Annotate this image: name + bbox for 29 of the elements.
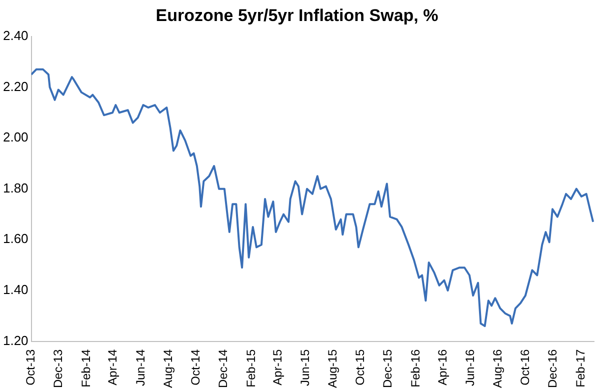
y-tick-label: 1.80 [2, 180, 28, 196]
y-tick-label: 2.00 [2, 130, 28, 145]
y-tick-label: 1.60 [2, 231, 28, 246]
x-tick-label: Oct-16 [518, 348, 532, 386]
x-tick-label: Dec-16 [546, 348, 560, 388]
x-tick-label: Aug-14 [160, 348, 175, 388]
x-tick-label: Dec-14 [216, 348, 230, 388]
y-tick-label: 2.20 [2, 78, 28, 94]
x-tick-label: Feb-15 [244, 348, 258, 388]
x-tick-label: Apr-16 [436, 348, 450, 386]
x-tick-label: Dec-15 [380, 348, 395, 388]
x-tick-label: Dec-13 [51, 348, 66, 388]
x-tick-label: Apr-15 [270, 348, 284, 386]
y-tick-label: 1.20 [2, 332, 28, 348]
x-tick-label: Feb-16 [408, 348, 423, 388]
x-tick-label: Feb-14 [79, 348, 94, 388]
x-tick-label: Jun-15 [298, 348, 312, 386]
x-tick-label: Jun-14 [133, 348, 148, 386]
x-tick-label: Aug-15 [325, 348, 340, 388]
x-tick-label: Oct-14 [188, 348, 202, 386]
x-tick-label: Apr-14 [106, 348, 120, 386]
x-tick-label: Aug-16 [490, 348, 505, 388]
x-tick-label: Oct-15 [353, 348, 368, 386]
y-tick-label: 1.40 [2, 282, 28, 298]
chart-title: Eurozone 5yr/5yr Inflation Swap, % [156, 6, 438, 25]
x-tick-label: Jun-16 [463, 348, 478, 386]
x-tick-label: Feb-17 [574, 348, 588, 388]
x-tick-label: Oct-13 [24, 348, 38, 386]
y-tick-label: 2.40 [2, 28, 28, 43]
